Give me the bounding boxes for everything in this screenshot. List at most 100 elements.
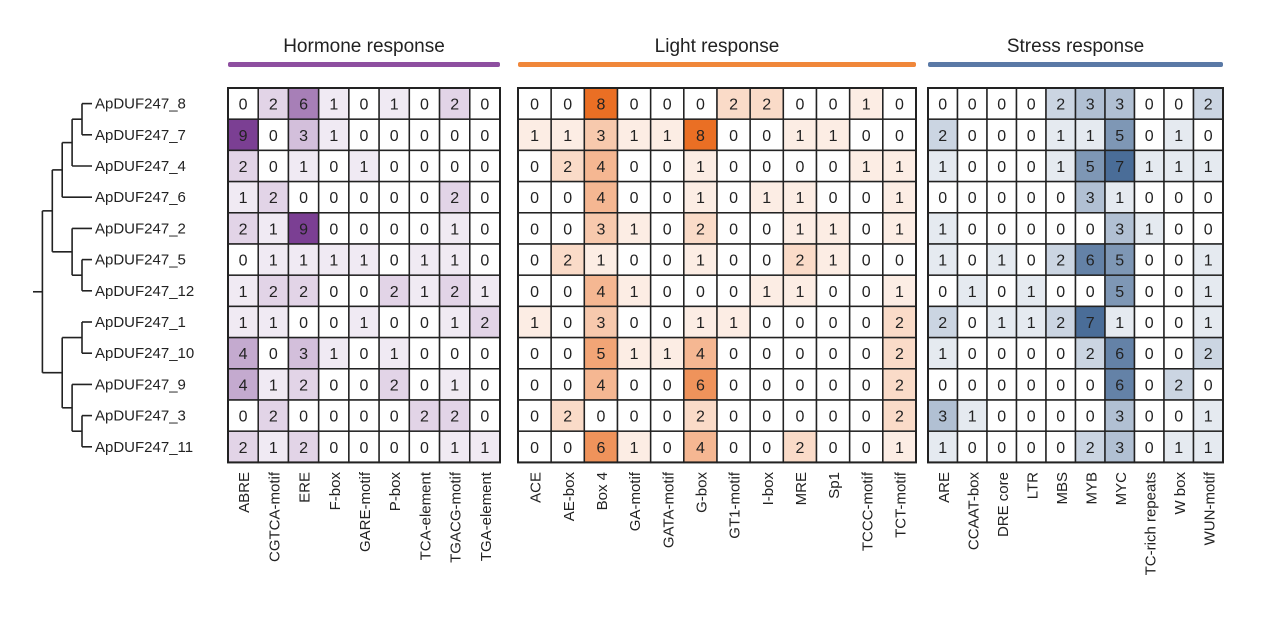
cell-value: 0 [729,284,738,301]
cell-value: 2 [450,284,459,301]
cell-value: 0 [997,377,1006,394]
cell-value: 0 [329,409,338,426]
heatmap-cell [956,243,988,276]
cell-value: 0 [530,440,539,457]
cell-value: 1 [938,159,947,176]
heatmap-cell [469,430,501,464]
cell-value: 1 [1204,159,1213,176]
cell-value: 0 [729,221,738,238]
cell-value: 1 [795,221,804,238]
cell-value: 0 [729,159,738,176]
cell-value: 0 [480,159,489,176]
cell-value: 0 [663,440,672,457]
cell-value: 4 [696,346,705,363]
heatmap-cell [408,368,441,401]
cell-value: 0 [1145,377,1154,394]
heatmap-cell [469,336,501,370]
cell-value: 0 [862,190,871,207]
cell-value: 0 [762,440,771,457]
heatmap-cell [649,212,685,245]
cell-value: 1 [596,253,605,270]
cell-value: 4 [239,346,248,363]
cell-value: 1 [1027,284,1036,301]
cell-value: 0 [530,221,539,238]
cell-value: 0 [696,97,705,114]
cell-value: 1 [968,284,977,301]
heatmap-cell [317,180,350,214]
heatmap-cell [882,180,917,214]
cell-value: 0 [563,284,572,301]
cell-value: 0 [329,221,338,238]
cell-value: 0 [1027,159,1036,176]
cell-value: 0 [450,346,459,363]
cell-value: 0 [762,253,771,270]
heatmap-cell [550,336,586,370]
heatmap-cell [517,87,552,120]
cell-value: 3 [1115,440,1124,457]
cell-value: 0 [360,190,369,207]
cell-value: 2 [1056,315,1065,332]
heatmap-cell [882,87,917,120]
cell-value: 0 [1145,409,1154,426]
heatmap-cell [986,274,1018,308]
cell-value: 0 [1056,284,1065,301]
heatmap-cell [469,149,501,183]
cell-value: 0 [329,159,338,176]
cell-value: 5 [1115,128,1124,145]
heatmap-cell [1192,368,1224,401]
heatmap-cell [848,243,884,276]
cell-value: 0 [530,97,539,114]
cell-value: 0 [663,159,672,176]
cell-value: 6 [696,377,705,394]
cell-value: 0 [829,409,838,426]
cell-value: 0 [1027,440,1036,457]
cell-value: 0 [480,253,489,270]
heatmap-cell [1104,336,1136,370]
cell-value: 0 [938,377,947,394]
cell-value: 2 [895,409,904,426]
heatmap-cell [257,180,290,214]
heatmap-cell [469,212,501,245]
cell-value: 0 [795,346,804,363]
cell-value: 0 [829,190,838,207]
cell-value: 1 [563,128,572,145]
cell-value: 1 [299,253,308,270]
cell-value: 0 [1145,346,1154,363]
column-label: GARE-motif [357,471,374,552]
heatmap-cell [649,305,685,339]
cell-value: 0 [299,315,308,332]
cell-value: 0 [1174,346,1183,363]
row-label: ApDUF247_7 [95,127,186,144]
cell-value: 0 [829,315,838,332]
heatmap-cell [815,430,851,464]
cell-value: 0 [299,190,308,207]
cell-value: 1 [997,253,1006,270]
cell-value: 0 [1086,221,1095,238]
heatmap-cell [649,336,685,370]
heatmap-cell [227,243,259,276]
heatmap-cell [1192,243,1224,276]
heatmap-cell [616,149,652,183]
cell-value: 0 [390,409,399,426]
heatmap-cell [716,180,751,214]
group-border [927,87,1224,464]
heatmap-cell [1163,149,1195,183]
cell-value: 1 [663,346,672,363]
cell-value: 0 [968,315,977,332]
row-label: ApDUF247_10 [95,345,194,362]
cell-value: 0 [1086,284,1095,301]
column-label: LTR [1024,472,1041,499]
cell-value: 0 [663,97,672,114]
cell-value: 0 [729,440,738,457]
cell-value: 0 [1174,253,1183,270]
cell-value: 0 [938,284,947,301]
cell-value: 2 [1204,97,1213,114]
cell-value: 1 [696,190,705,207]
column-label: GATA-motif [660,471,677,548]
cell-value: 6 [596,440,605,457]
cell-value: 2 [696,409,705,426]
cell-value: 0 [420,221,429,238]
cell-value: 0 [563,440,572,457]
cell-value: 0 [968,221,977,238]
cell-value: 0 [663,284,672,301]
